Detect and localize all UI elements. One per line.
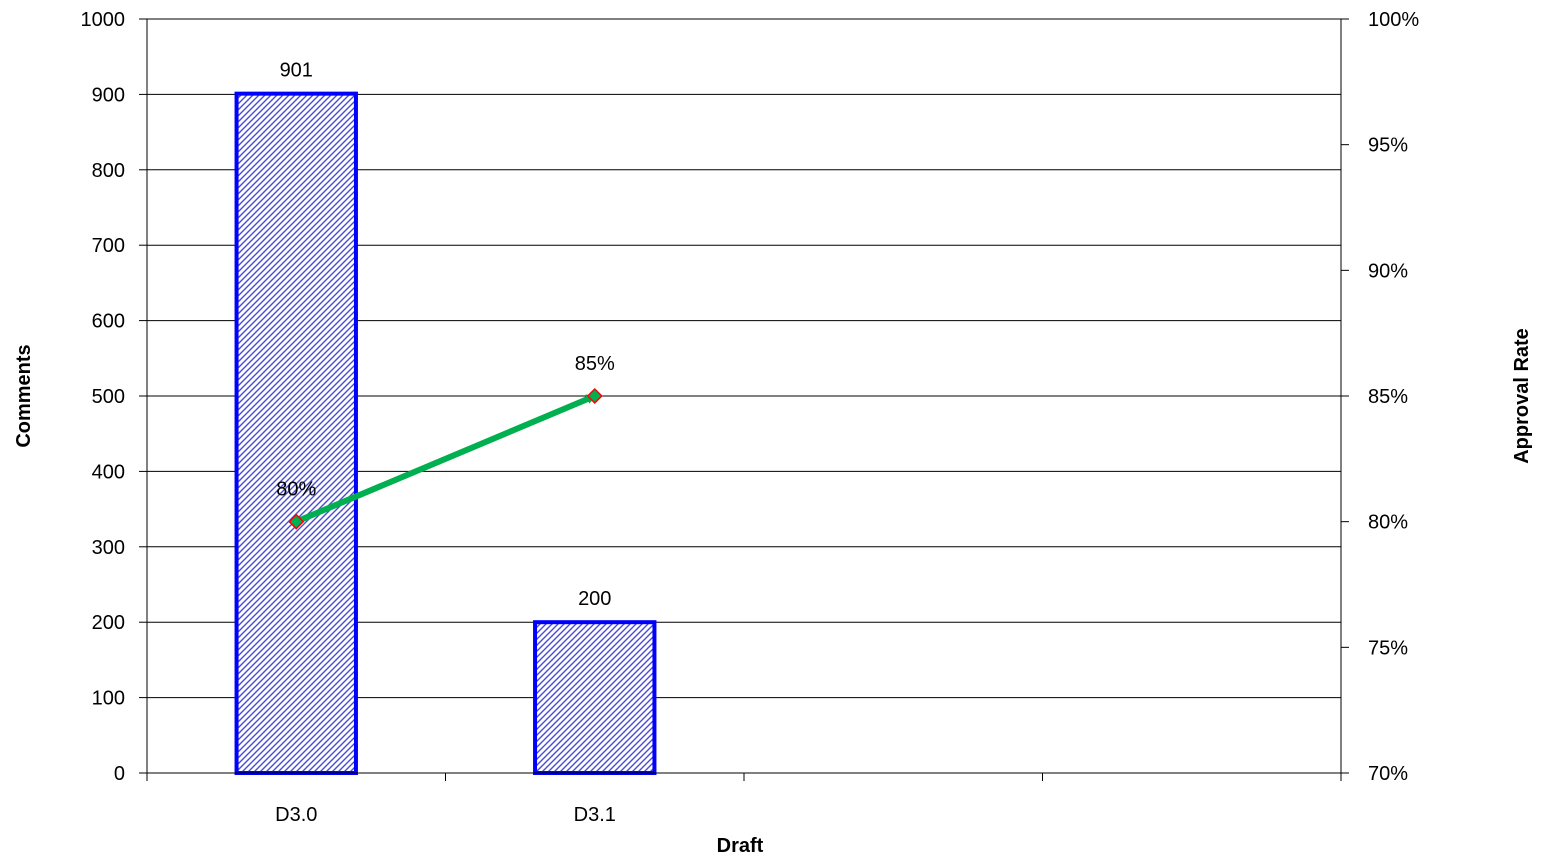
- y2-tick-label: 70%: [1368, 763, 1408, 785]
- x-axis-title: Draft: [717, 835, 764, 857]
- line-value-label: 85%: [575, 353, 615, 375]
- y2-tick-label: 80%: [1368, 512, 1408, 534]
- x-tick-label: D3.1: [574, 804, 616, 826]
- y-tick-label: 1000: [81, 9, 126, 31]
- line-series: [295, 393, 597, 525]
- y-tick-label: 400: [92, 461, 125, 483]
- line-layer: [288, 387, 603, 530]
- x-tick-label: D3.0: [275, 804, 317, 826]
- y-tick-label: 300: [92, 537, 125, 559]
- y-axis-title: Comments: [13, 344, 35, 447]
- y-tick-label: 500: [92, 386, 125, 408]
- y2-axis-title: Approval Rate: [1511, 328, 1533, 464]
- y2-tick-label: 95%: [1368, 135, 1408, 157]
- y-tick-label: 900: [92, 84, 125, 106]
- y-tick-label: 0: [114, 763, 125, 785]
- line-point-marker: [288, 513, 305, 530]
- axis-layer: 0 100 200 300 400 500 600 700 800 900 1000 70% 75% 80…: [81, 9, 1420, 826]
- y-tick-label: 800: [92, 160, 125, 182]
- y-tick-label: 200: [92, 612, 125, 634]
- bar: [533, 620, 657, 776]
- bar-value-label: 901: [280, 60, 313, 82]
- y-tick-label: 100: [92, 688, 125, 710]
- line-point-marker: [586, 387, 603, 405]
- bar-layer: [234, 91, 657, 776]
- y2-tick-label: 85%: [1368, 386, 1408, 408]
- label-layer: 901 200 80% 85%: [276, 60, 615, 611]
- bar: [234, 91, 358, 775]
- line-value-label: 80%: [276, 479, 316, 501]
- y-tick-label: 700: [92, 235, 125, 257]
- bar-value-label: 200: [578, 588, 611, 610]
- y2-tick-label: 100%: [1368, 9, 1419, 31]
- y2-tick-label: 75%: [1368, 637, 1408, 659]
- y-tick-label: 600: [92, 311, 125, 333]
- y2-tick-label: 90%: [1368, 260, 1408, 282]
